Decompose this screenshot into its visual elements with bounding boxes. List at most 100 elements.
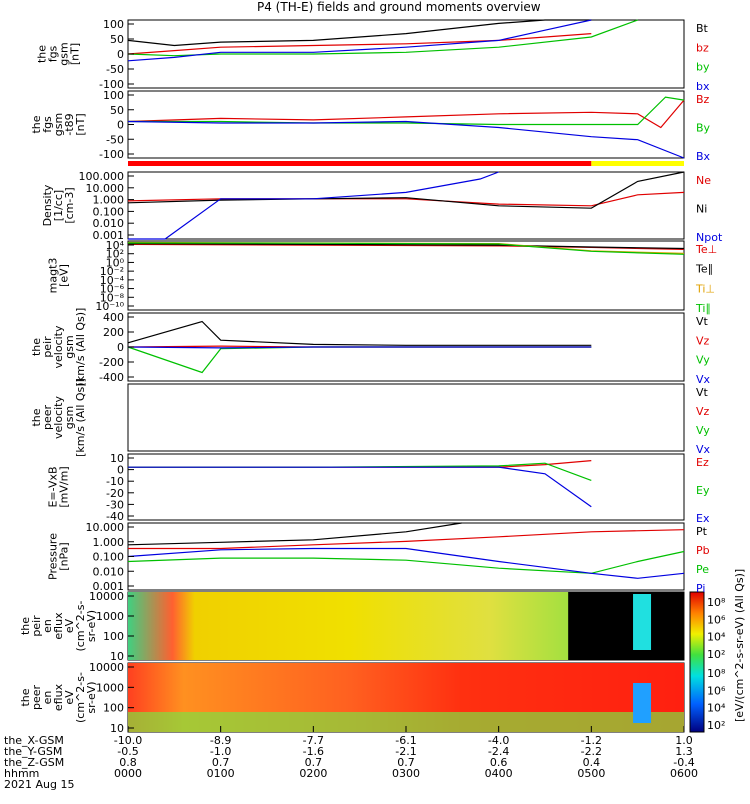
colorbar-tick: 10⁴ xyxy=(707,631,726,644)
ylabel-line: velocity xyxy=(52,396,65,439)
ytick-label: 10⁻⁴ xyxy=(100,274,125,287)
xaxis-row-label: the_X-GSM xyxy=(4,734,64,747)
ytick-label: 200 xyxy=(103,326,124,339)
ytick-label: 10⁴ xyxy=(106,239,125,252)
colorbar-tick: 10⁶ xyxy=(707,684,726,697)
legend-entry-efield: Ex xyxy=(696,512,710,525)
ytick-label: 400 xyxy=(103,311,124,324)
ylabel-line: magt3 xyxy=(47,258,60,294)
series-line-Ni xyxy=(127,171,685,209)
panel-frame-density xyxy=(127,171,685,240)
ytick-label: 100 xyxy=(103,18,124,31)
series-line-Pt xyxy=(127,522,462,546)
xtick-label: 0.7 xyxy=(305,756,323,769)
ytick-label: -100 xyxy=(99,148,124,161)
series-line-Vx xyxy=(127,346,592,349)
ytick-label: 0 xyxy=(117,48,124,61)
xtick-label: 0.7 xyxy=(397,756,415,769)
ylabel-line: fgs xyxy=(41,116,54,133)
ylabel-line: (cm^2-s- xyxy=(74,601,87,652)
ytick-label: -100 xyxy=(99,78,124,91)
ytick-label: 0 xyxy=(117,119,124,132)
ylabel-efield: E=-VxB[mV/m] xyxy=(47,466,71,507)
ylabel-line: Pressure xyxy=(47,533,60,580)
ytick-label: -200 xyxy=(99,356,124,369)
legend-entry-peer_velocity: Vx xyxy=(696,443,711,456)
ytick-label: -30 xyxy=(106,498,124,511)
xtick-label: 0500 xyxy=(577,767,605,780)
ylabel-density: Density[1/cc][cm-3] xyxy=(41,184,76,226)
ytick-label: 10⁻¹⁰ xyxy=(95,300,124,313)
ylabel-line: [1/cc] xyxy=(52,190,65,221)
panel-frame-pressure xyxy=(127,522,685,591)
xtick-label: 0.6 xyxy=(490,756,508,769)
legend-entry-peer_velocity: Vt xyxy=(696,386,709,399)
xtick-label: -0.5 xyxy=(117,745,138,758)
panel-frame-temperature xyxy=(127,240,685,311)
ylabel-line: eV xyxy=(63,690,76,705)
ytick-label: -400 xyxy=(99,371,124,384)
xtick-label: -1.2 xyxy=(581,734,602,747)
ylabel-line: the xyxy=(30,338,43,356)
ylabel-line: -t89 xyxy=(63,113,76,135)
xtick-label: -2.2 xyxy=(581,745,602,758)
xtick-label: -4.0 xyxy=(488,734,509,747)
xaxis-row-label: hhmm xyxy=(4,767,39,780)
series-line-Bx xyxy=(127,120,685,159)
series-line-Pe xyxy=(127,550,685,574)
xtick-label: -2.1 xyxy=(395,745,416,758)
ylabel-line: [nPa] xyxy=(58,542,71,570)
ytick-label: 100 xyxy=(103,89,124,102)
ylabel-line: gsm xyxy=(52,113,65,136)
series-line-Ne xyxy=(127,191,685,207)
ylabel-line: peir xyxy=(30,615,43,637)
legend-entry-pressure: Pb xyxy=(696,544,710,557)
ytick-label: 1.000 xyxy=(93,536,125,549)
ytick-label: -50 xyxy=(106,133,124,146)
xtick-label: -10.0 xyxy=(114,734,142,747)
xtick-label: 0400 xyxy=(485,767,513,780)
ytick-label: 0 xyxy=(117,341,124,354)
ylabel-line: eflux xyxy=(52,612,65,640)
legend-entry-temperature: Te∥ xyxy=(695,263,713,276)
ytick-label: 10⁻⁶ xyxy=(100,283,125,296)
ytick-label: 0.010 xyxy=(93,565,125,578)
ytick-label: 100.000 xyxy=(79,170,125,183)
xaxis-row-label: the_Z-GSM xyxy=(4,756,64,769)
peer-spectrogram-feature xyxy=(633,683,652,723)
ytick-label: 10⁰ xyxy=(106,256,125,269)
ytick-label: 100 xyxy=(103,630,124,643)
series-line-Ti∥ xyxy=(127,242,685,255)
legend-entry-peir_velocity: Vz xyxy=(696,334,710,347)
legend-entry-pressure: Pi xyxy=(696,582,705,595)
status-bar-yellow xyxy=(591,161,684,166)
xtick-label: 0200 xyxy=(299,767,327,780)
xtick-label: -0.4 xyxy=(673,756,694,769)
ytick-label: -50 xyxy=(106,63,124,76)
series-line-Te∥ xyxy=(127,243,685,250)
ylabel-temperature: magt3[eV] xyxy=(47,258,71,294)
ylabel-line: the xyxy=(36,45,49,63)
ytick-label: 10.000 xyxy=(86,182,125,195)
ytick-label: 50 xyxy=(110,33,124,46)
ytick-label: 10000 xyxy=(89,661,124,674)
xtick-label: 0100 xyxy=(207,767,235,780)
status-bar-red xyxy=(128,161,592,166)
ytick-label: -20 xyxy=(106,487,124,500)
colorbar-tick: 10² xyxy=(707,719,725,732)
series-line-Vy xyxy=(127,346,592,374)
ylabel-line: eV xyxy=(63,618,76,633)
legend-entry-fgs_gsm: Bt xyxy=(696,22,709,35)
ylabel-line: fgs xyxy=(47,45,60,62)
ylabel-line: velocity xyxy=(52,325,65,368)
ylabel-pressure: Pressure[nPa] xyxy=(47,533,71,580)
legend-entry-pressure: Pe xyxy=(696,563,709,576)
xtick-label: -7.7 xyxy=(303,734,324,747)
series-line-Bz xyxy=(127,99,685,129)
ylabel-line: gsm xyxy=(63,335,76,358)
